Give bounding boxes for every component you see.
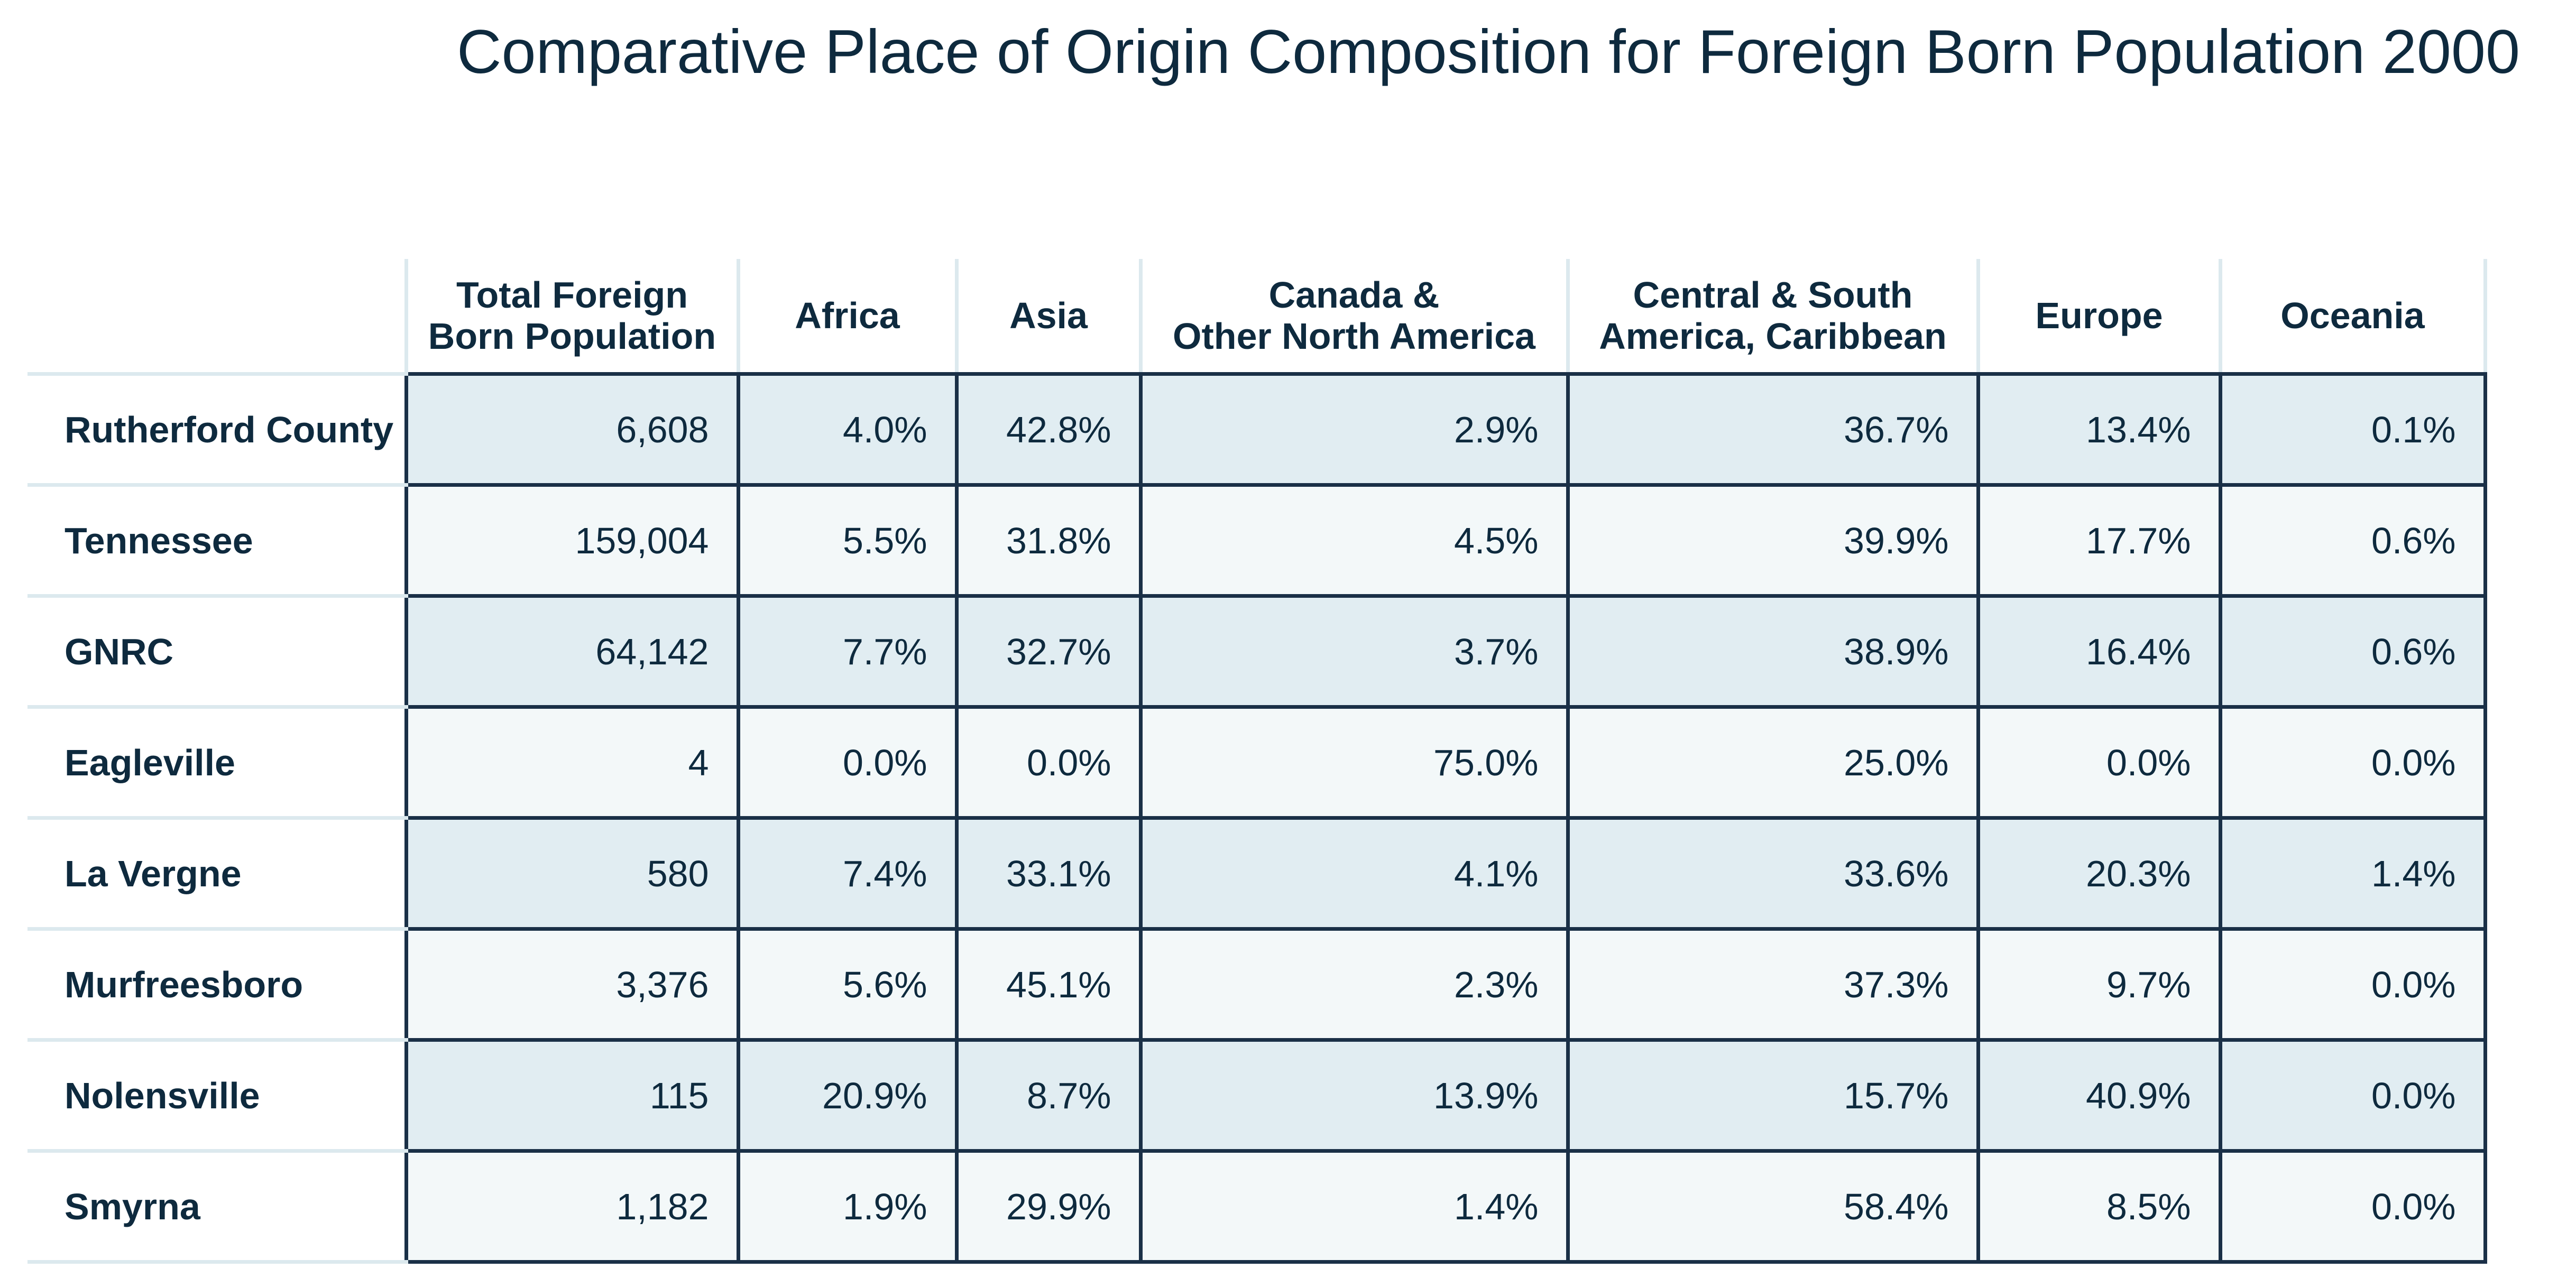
- row-label: Smyrna: [27, 1151, 406, 1264]
- column-header: Oceania: [2218, 259, 2487, 376]
- column-header: Central & South America, Caribbean: [1566, 259, 1980, 376]
- cell-central-south: 58.4%: [1566, 1149, 1980, 1264]
- table-row: La Vergne 580 7.4% 33.1% 4.1% 33.6% 20.3…: [27, 816, 2487, 931]
- cell-oceania: 0.0%: [2218, 1038, 2487, 1153]
- origin-composition-table: Total Foreign Born Population Africa Asia…: [27, 259, 2487, 1264]
- cell-central-south: 39.9%: [1566, 483, 1980, 598]
- cell-central-south: 15.7%: [1566, 1038, 1980, 1153]
- cell-canada: 75.0%: [1138, 705, 1570, 820]
- table-row: Smyrna 1,182 1.9% 29.9% 1.4% 58.4% 8.5% …: [27, 1149, 2487, 1264]
- column-header: Total Foreign Born Population: [404, 259, 740, 376]
- row-label: Murfreesboro: [27, 929, 406, 1042]
- cell-europe: 17.7%: [1976, 483, 2222, 598]
- cell-total: 4: [404, 705, 740, 820]
- cell-canada: 2.3%: [1138, 927, 1570, 1042]
- cell-europe: 16.4%: [1976, 594, 2222, 709]
- cell-asia: 31.8%: [954, 483, 1143, 598]
- cell-oceania: 0.6%: [2218, 594, 2487, 709]
- cell-total: 64,142: [404, 594, 740, 709]
- table-row: GNRC 64,142 7.7% 32.7% 3.7% 38.9% 16.4% …: [27, 594, 2487, 709]
- cell-total: 3,376: [404, 927, 740, 1042]
- cell-canada: 4.1%: [1138, 816, 1570, 931]
- cell-africa: 5.6%: [736, 927, 959, 1042]
- row-label: GNRC: [27, 596, 406, 709]
- cell-canada: 4.5%: [1138, 483, 1570, 598]
- table-row: Murfreesboro 3,376 5.6% 45.1% 2.3% 37.3%…: [27, 927, 2487, 1042]
- cell-asia: 45.1%: [954, 927, 1143, 1042]
- cell-asia: 32.7%: [954, 594, 1143, 709]
- cell-oceania: 0.1%: [2218, 372, 2487, 487]
- cell-europe: 8.5%: [1976, 1149, 2222, 1264]
- cell-central-south: 37.3%: [1566, 927, 1980, 1042]
- table-row: Tennessee 159,004 5.5% 31.8% 4.5% 39.9% …: [27, 483, 2487, 598]
- cell-africa: 7.7%: [736, 594, 959, 709]
- cell-canada: 3.7%: [1138, 594, 1570, 709]
- cell-europe: 13.4%: [1976, 372, 2222, 487]
- cell-total: 159,004: [404, 483, 740, 598]
- column-header: Asia: [954, 259, 1143, 376]
- page-title: Comparative Place of Origin Composition …: [456, 17, 2520, 86]
- cell-africa: 0.0%: [736, 705, 959, 820]
- cell-oceania: 0.0%: [2218, 705, 2487, 820]
- cell-total: 6,608: [404, 372, 740, 487]
- row-label: Nolensville: [27, 1040, 406, 1153]
- column-header: Canada & Other North America: [1138, 259, 1570, 376]
- cell-central-south: 33.6%: [1566, 816, 1980, 931]
- header-corner: [27, 259, 406, 376]
- cell-oceania: 0.6%: [2218, 483, 2487, 598]
- cell-africa: 20.9%: [736, 1038, 959, 1153]
- cell-asia: 42.8%: [954, 372, 1143, 487]
- cell-total: 115: [404, 1038, 740, 1153]
- cell-total: 1,182: [404, 1149, 740, 1264]
- cell-africa: 1.9%: [736, 1149, 959, 1264]
- cell-oceania: 0.0%: [2218, 927, 2487, 1042]
- column-header: Africa: [736, 259, 959, 376]
- cell-europe: 40.9%: [1976, 1038, 2222, 1153]
- cell-central-south: 36.7%: [1566, 372, 1980, 487]
- row-label: Rutherford County: [27, 374, 406, 487]
- cell-asia: 8.7%: [954, 1038, 1143, 1153]
- cell-canada: 13.9%: [1138, 1038, 1570, 1153]
- cell-europe: 0.0%: [1976, 705, 2222, 820]
- cell-central-south: 25.0%: [1566, 705, 1980, 820]
- cell-africa: 7.4%: [736, 816, 959, 931]
- cell-asia: 33.1%: [954, 816, 1143, 931]
- cell-africa: 5.5%: [736, 483, 959, 598]
- row-label: Eagleville: [27, 707, 406, 820]
- table-row: Rutherford County 6,608 4.0% 42.8% 2.9% …: [27, 372, 2487, 487]
- cell-canada: 1.4%: [1138, 1149, 1570, 1264]
- row-label: La Vergne: [27, 818, 406, 931]
- column-header: Europe: [1976, 259, 2222, 376]
- cell-europe: 20.3%: [1976, 816, 2222, 931]
- cell-asia: 29.9%: [954, 1149, 1143, 1264]
- cell-asia: 0.0%: [954, 705, 1143, 820]
- table-row: Eagleville 4 0.0% 0.0% 75.0% 25.0% 0.0% …: [27, 705, 2487, 820]
- cell-canada: 2.9%: [1138, 372, 1570, 487]
- cell-europe: 9.7%: [1976, 927, 2222, 1042]
- table-row: Nolensville 115 20.9% 8.7% 13.9% 15.7% 4…: [27, 1038, 2487, 1153]
- row-label: Tennessee: [27, 485, 406, 598]
- cell-total: 580: [404, 816, 740, 931]
- cell-central-south: 38.9%: [1566, 594, 1980, 709]
- header-row: Total Foreign Born Population Africa Asia…: [27, 259, 2487, 376]
- cell-oceania: 1.4%: [2218, 816, 2487, 931]
- cell-oceania: 0.0%: [2218, 1149, 2487, 1264]
- cell-africa: 4.0%: [736, 372, 959, 487]
